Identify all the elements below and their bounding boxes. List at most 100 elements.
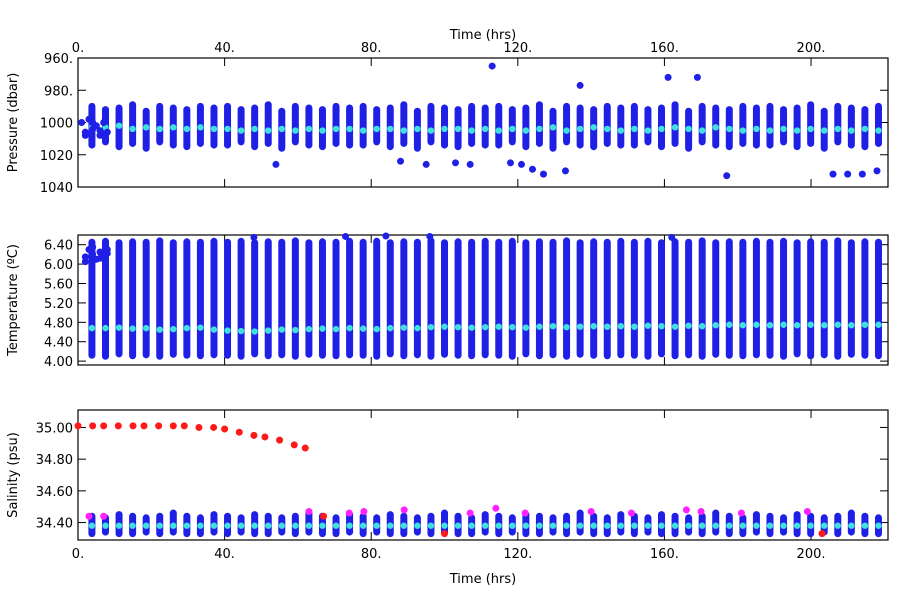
mean-point: [821, 322, 828, 329]
mean-point: [170, 124, 177, 131]
mean-point: [224, 327, 231, 334]
mean-point: [481, 522, 489, 529]
data-point: [96, 127, 104, 135]
data-point: [587, 507, 595, 515]
mean-point: [197, 124, 204, 131]
mean-point: [387, 125, 394, 133]
mean-point: [671, 124, 679, 131]
data-point: [858, 170, 866, 178]
mean-point: [563, 127, 570, 134]
mean-point: [536, 522, 543, 529]
mean-point: [468, 324, 475, 331]
mean-point: [644, 127, 652, 134]
y-axis-title: Salinity (psu): [6, 432, 21, 518]
mean-point: [129, 125, 136, 133]
data-point: [272, 160, 280, 168]
mean-point: [821, 127, 828, 134]
mean-point: [427, 522, 435, 529]
mean-point: [671, 323, 679, 330]
mean-point: [278, 125, 285, 133]
mean-point: [739, 522, 747, 529]
mean-point: [400, 522, 408, 529]
mean-point: [631, 125, 638, 133]
mean-point: [848, 322, 855, 329]
y-tick-label: 5.20: [44, 297, 73, 312]
mean-point: [685, 522, 692, 529]
mean-point: [251, 328, 258, 335]
data-point: [89, 250, 97, 258]
data-point: [100, 119, 108, 126]
data-point: [89, 243, 97, 251]
mean-point: [183, 522, 191, 529]
mean-point: [753, 522, 760, 529]
y-tick-label: 960.: [44, 52, 73, 67]
x-tick-label: 40.: [214, 41, 235, 56]
data-point: [528, 165, 536, 173]
data-point: [664, 73, 672, 81]
data-point: [78, 119, 86, 126]
mean-point: [509, 522, 516, 529]
x-tick-label: 200.: [797, 41, 826, 56]
mean-point: [332, 325, 340, 333]
data-point: [400, 506, 408, 514]
data-point: [81, 253, 89, 261]
y-tick-label: 6.00: [44, 258, 73, 273]
mean-point: [400, 127, 408, 134]
data-point: [488, 62, 496, 70]
data-point: [818, 530, 826, 538]
mean-point: [115, 122, 123, 129]
mean-point: [631, 522, 638, 529]
mean-point: [142, 522, 150, 529]
data-point: [81, 131, 89, 139]
mean-point: [224, 125, 231, 133]
mean-point: [414, 324, 421, 332]
x-tick-label: 0.: [72, 547, 84, 562]
data-point: [276, 436, 284, 444]
mean-point: [210, 326, 218, 333]
mean-point: [861, 321, 869, 328]
mean-point: [237, 522, 245, 529]
data-point: [668, 233, 676, 241]
data-point: [844, 170, 852, 178]
mean-point: [875, 127, 882, 134]
data-point: [829, 170, 837, 178]
mean-point: [468, 127, 475, 134]
data-point: [693, 73, 701, 81]
mean-point: [753, 125, 760, 133]
mean-point: [210, 125, 218, 133]
mean-point: [617, 522, 625, 529]
mean-point: [359, 522, 367, 529]
y-tick-label: 1000: [40, 117, 73, 132]
mean-point: [617, 127, 625, 134]
mean-point: [834, 125, 841, 133]
mean-point: [292, 522, 299, 529]
data-point: [261, 433, 269, 441]
mean-point: [346, 125, 353, 133]
x-axis-title: Time (hrs): [449, 572, 516, 587]
mean-point: [170, 522, 177, 529]
data-point: [100, 512, 108, 520]
mean-point: [441, 522, 448, 529]
data-point: [345, 509, 353, 517]
mean-point: [793, 522, 801, 529]
data-point: [250, 233, 258, 241]
x-tick-label: 80.: [361, 41, 382, 56]
data-point: [803, 507, 811, 515]
data-point: [96, 131, 104, 139]
data-point: [210, 423, 218, 431]
mean-point: [251, 125, 258, 133]
data-point: [85, 512, 93, 520]
data-point: [723, 172, 731, 180]
mean-point: [156, 125, 163, 133]
mean-point: [658, 125, 665, 133]
y-tick-label: 4.80: [44, 316, 73, 331]
data-point: [397, 157, 405, 165]
mean-point: [834, 321, 841, 328]
data-point: [100, 422, 108, 430]
mean-point: [604, 323, 611, 330]
mean-point: [454, 125, 462, 133]
data-point: [129, 422, 137, 430]
mean-point: [726, 125, 733, 133]
